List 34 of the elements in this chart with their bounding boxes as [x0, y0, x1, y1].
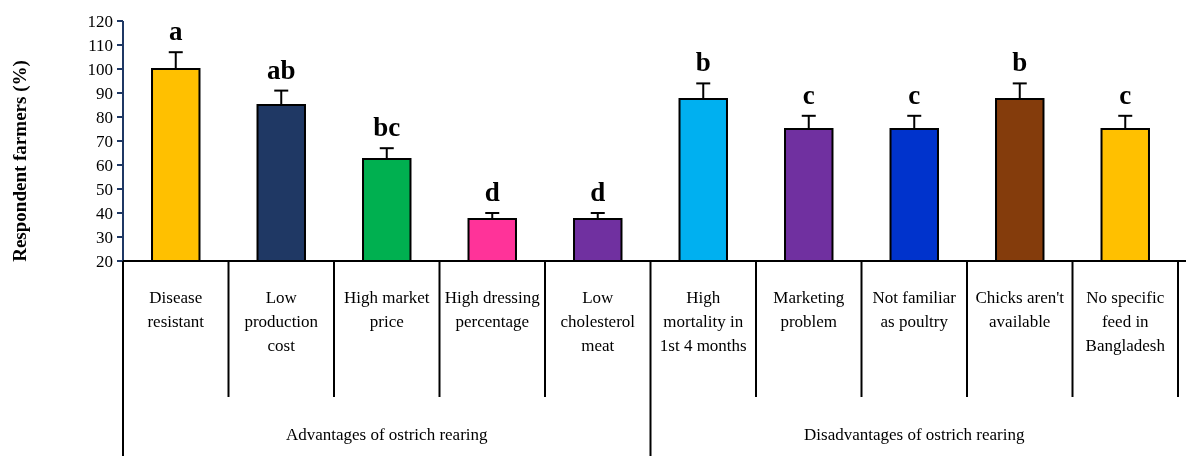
x-tick-label: Marketing problem: [773, 288, 845, 331]
y-tick-label: 120: [87, 11, 113, 31]
annotation: b: [1012, 47, 1028, 78]
x-tick-label: No specific feed in Bangladesh: [1085, 288, 1166, 355]
annotation: c: [802, 79, 815, 110]
text: Disadvantages of ostrich rearing: [804, 425, 1025, 444]
x-tick-label: Low cholesterol meat: [560, 288, 636, 355]
text: Advantages of ostrich rearing: [285, 425, 489, 444]
y-tick-label: 80: [96, 107, 113, 127]
x-tick-label: Disease resistant: [147, 288, 205, 331]
y-tick-label: 60: [96, 155, 113, 175]
annotation: d: [484, 177, 500, 207]
y-tick-label: 110: [88, 35, 113, 55]
x-tick-label: Chicks aren't available: [975, 288, 1065, 331]
annotation: c: [908, 79, 921, 110]
y-tick-label: 50: [96, 179, 113, 199]
annotation: ab: [266, 54, 296, 85]
y-tick-label: 100: [87, 59, 113, 79]
y-tick-label: 30: [96, 227, 113, 247]
annotation: d: [590, 177, 606, 207]
y-tick-label: 70: [96, 131, 113, 151]
x-tick-label: High mortality in 1st 4 months: [659, 288, 747, 355]
x-tick-label: High dressing percentage: [444, 288, 541, 331]
x-tick-label: Not familiar as poultry: [872, 288, 957, 331]
x-tick-label: Low production cost: [244, 288, 319, 355]
annotation: c: [1119, 79, 1132, 110]
annotation: bc: [373, 112, 401, 143]
y-tick-label: 20: [96, 251, 113, 271]
annotation: a: [169, 16, 183, 47]
y-tick-label: 90: [96, 83, 113, 103]
y-axis-title: Respondent farmers (%): [9, 60, 31, 262]
x-tick-label: High market price: [344, 288, 430, 331]
annotation: b: [695, 47, 711, 78]
y-tick-label: 40: [96, 203, 113, 223]
